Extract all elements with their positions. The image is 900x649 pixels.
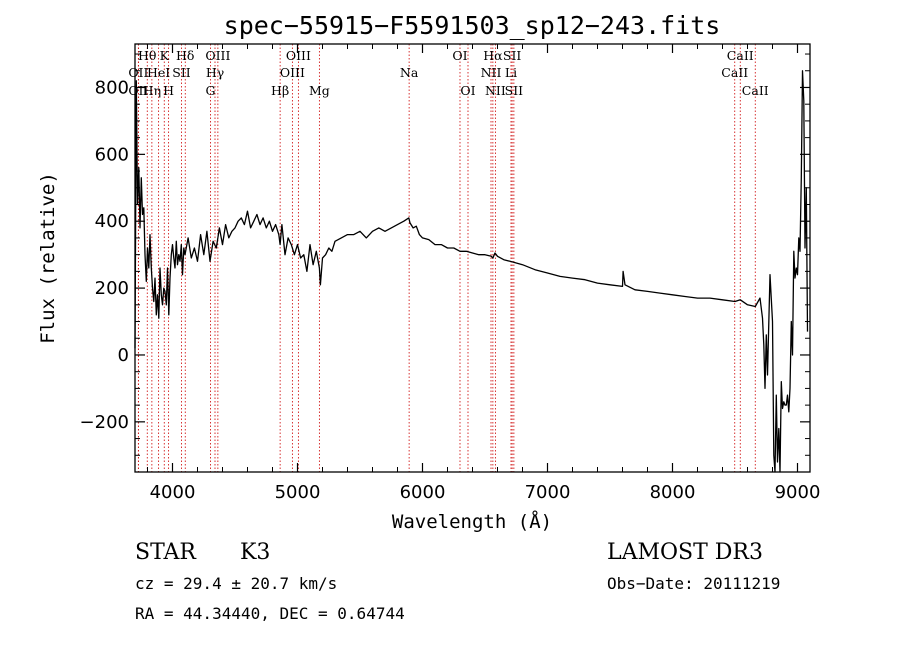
spectral-line-label: OI	[460, 83, 475, 98]
y-tick-label: 600	[95, 144, 129, 165]
x-axis-label: Wavelength (Å)	[392, 510, 552, 533]
x-tick-label: 9000	[775, 482, 821, 503]
spectral-line-label: SII	[172, 65, 191, 80]
y-tick-label: 0	[118, 345, 129, 366]
y-axis-label: Flux (relative)	[37, 172, 59, 344]
spectral-line-label: NII	[485, 83, 506, 98]
spectral-line-label: SII	[505, 83, 524, 98]
spectral-line-label: CaII	[742, 83, 769, 98]
spectral-line-label: Hγ	[206, 65, 224, 80]
spectral-line-label: NII	[481, 65, 502, 80]
y-tick-label: 400	[95, 211, 129, 232]
spectral-line-label: Hβ	[271, 83, 289, 98]
spectral-line-label: OIII	[286, 48, 311, 63]
spectral-line-label: OIII	[205, 48, 230, 63]
plot-frame	[134, 43, 811, 473]
spectral-line-label: OII	[128, 83, 148, 98]
observation-date: Obs−Date: 20111219	[607, 574, 780, 593]
x-tick-label: 7000	[525, 482, 571, 503]
spectral-line-label: K	[160, 48, 170, 63]
y-tick-label: 800	[95, 77, 129, 98]
spectral-line-label: Hδ	[176, 48, 194, 63]
spectral-line-label: CaII	[727, 48, 754, 63]
flux-series-line	[134, 70, 809, 473]
x-tick-label: 6000	[400, 482, 446, 503]
y-axis: −200 0 200 400 600 800	[80, 53, 810, 473]
spectral-line-label: Mg	[309, 83, 330, 98]
spectral-line-label: Li	[505, 65, 517, 80]
object-subclass: K3	[240, 540, 270, 565]
x-tick-label: 4000	[150, 482, 196, 503]
spectral-line-label: OIII	[280, 65, 305, 80]
spectral-line-label: OI	[452, 48, 467, 63]
spectral-line-label: H	[163, 83, 174, 98]
spectral-line-label: G	[206, 83, 216, 98]
object-class: STAR	[135, 540, 197, 565]
x-tick-label: 8000	[650, 482, 696, 503]
ra-dec-coordinates: RA = 44.34440, DEC = 0.64744	[135, 604, 405, 623]
spectral-line-label: Hθ	[138, 48, 156, 63]
x-axis: 4000 5000 6000 7000 8000 9000	[147, 44, 821, 503]
survey-name: LAMOST DR3	[607, 540, 763, 565]
spectral-line-label: OII	[128, 65, 148, 80]
spectral-line-label: Hα	[483, 48, 503, 63]
x-tick-label: 5000	[275, 482, 321, 503]
spectral-line-markers	[137, 44, 756, 472]
chart-title: spec−55915−F5591503_sp12−243.fits	[224, 11, 721, 40]
spectral-line-label: HeI	[147, 65, 170, 80]
spectral-line-label: CaII	[721, 65, 748, 80]
spectral-line-label: Hη	[143, 83, 161, 98]
spectral-line-label: SII	[503, 48, 522, 63]
spectral-line-label: Na	[400, 65, 419, 80]
redshift-cz: cz = 29.4 ± 20.7 km/s	[135, 574, 337, 593]
y-tick-label: 200	[95, 278, 129, 299]
y-tick-label: −200	[80, 412, 129, 433]
